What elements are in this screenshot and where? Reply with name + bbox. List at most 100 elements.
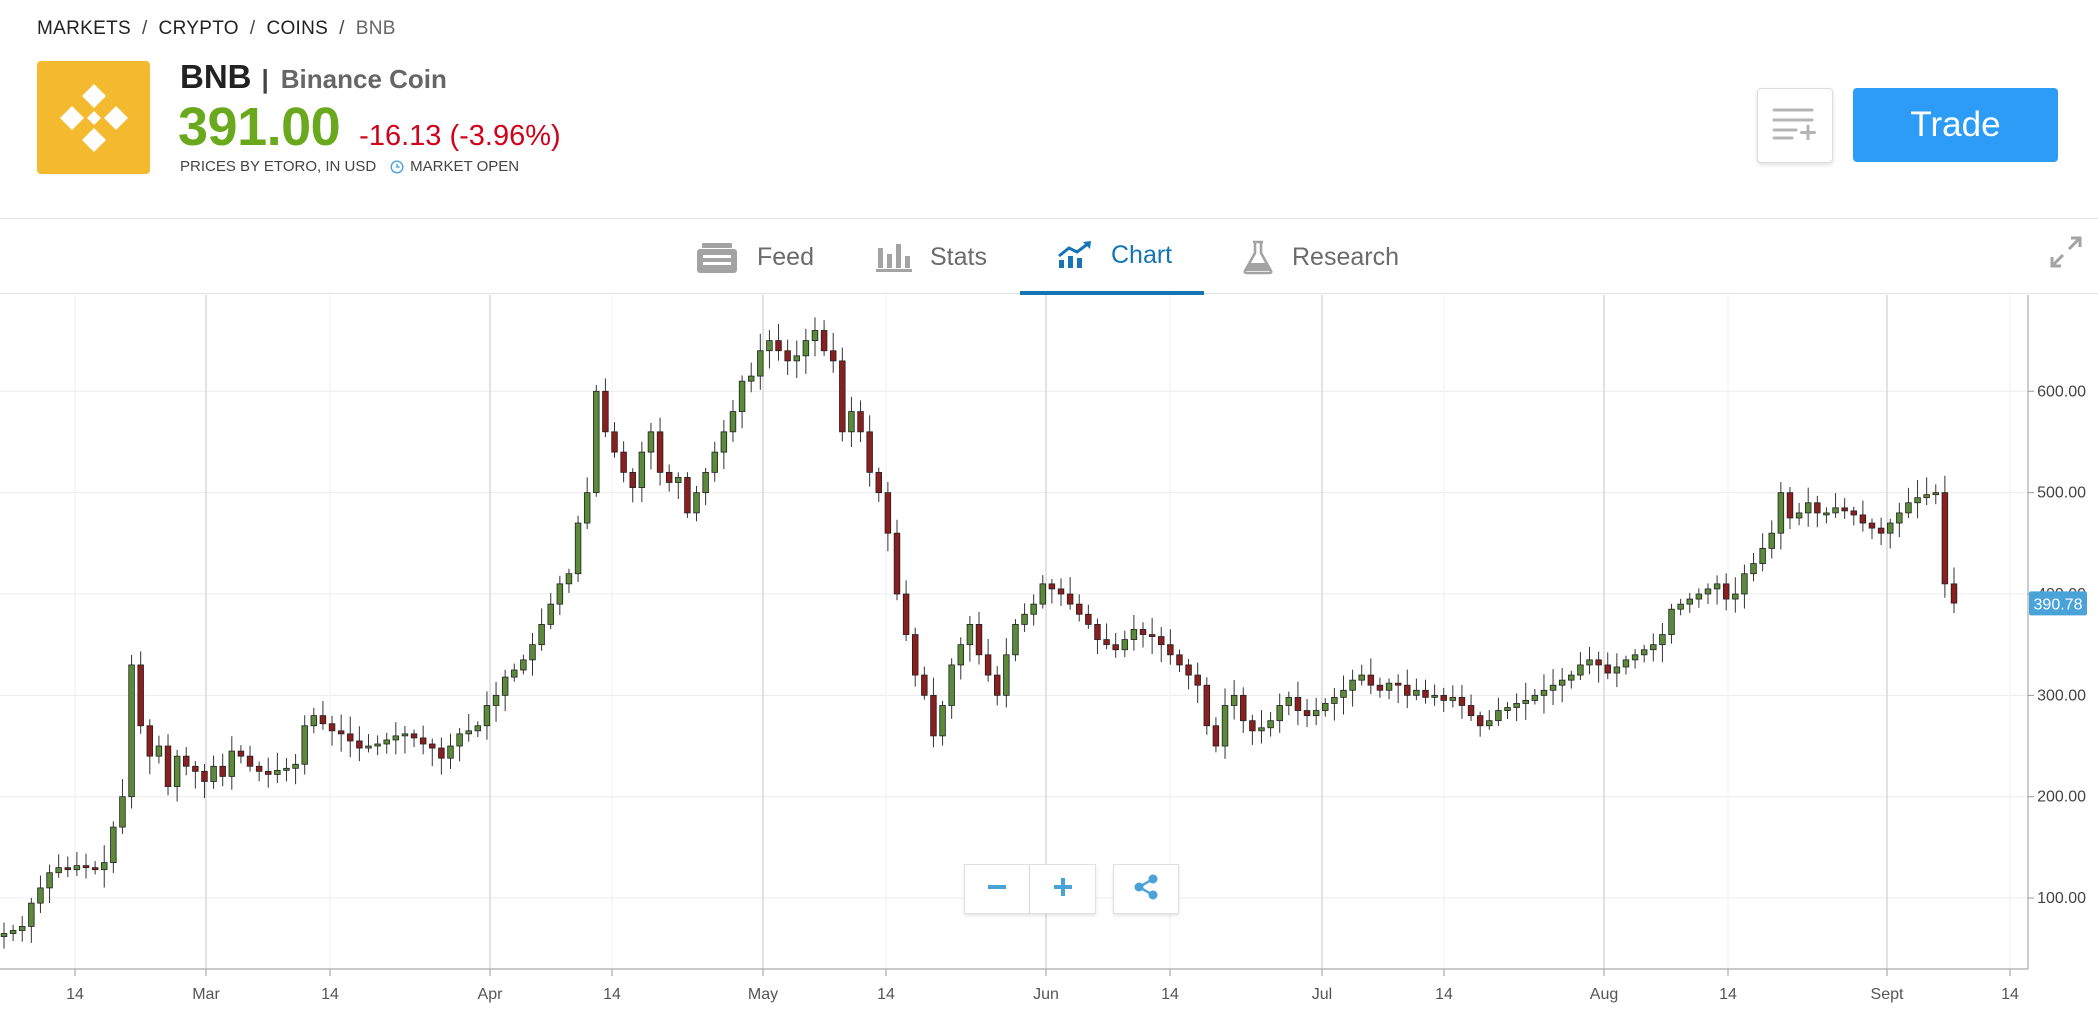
candle-body bbox=[1240, 694, 1247, 722]
candle-body bbox=[1167, 644, 1174, 656]
x-tick-label: 14 bbox=[877, 986, 895, 1003]
candle-body bbox=[1340, 689, 1347, 698]
candle-body bbox=[1713, 583, 1721, 590]
candle-body bbox=[1148, 634, 1156, 637]
candle-body bbox=[1476, 715, 1484, 727]
candle-body bbox=[1604, 664, 1611, 674]
price-change: -16.13 (-3.96%) bbox=[359, 120, 561, 152]
candle-body bbox=[274, 769, 281, 775]
x-tick-label: 14 bbox=[603, 986, 621, 1003]
candle-body bbox=[638, 451, 646, 488]
candle-body bbox=[1267, 720, 1274, 729]
breadcrumb-markets[interactable]: MARKETS bbox=[37, 18, 131, 39]
candle-body bbox=[1586, 659, 1593, 666]
candle-body bbox=[1577, 664, 1584, 676]
candle-body bbox=[1722, 583, 1730, 600]
candle-body bbox=[1859, 514, 1867, 524]
candle-body bbox=[1449, 696, 1457, 701]
candle-body bbox=[146, 725, 154, 757]
x-tick-label: Sept bbox=[1871, 986, 1904, 1003]
candle-body bbox=[64, 867, 72, 871]
candle-body bbox=[984, 654, 992, 676]
y-tick-label: 600.00 bbox=[2037, 383, 2086, 400]
candle-body bbox=[1130, 629, 1138, 641]
share-chart-button[interactable] bbox=[1113, 864, 1179, 914]
candle-body bbox=[1923, 494, 1930, 499]
candle-body bbox=[119, 796, 126, 828]
candle-body bbox=[766, 340, 773, 352]
candle-body bbox=[1094, 623, 1101, 641]
candle-body bbox=[1686, 598, 1693, 605]
candle-body bbox=[1012, 623, 1019, 656]
candle-body bbox=[1868, 522, 1876, 529]
instrument-title: BNB | Binance Coin bbox=[180, 58, 447, 96]
stats-icon bbox=[876, 242, 912, 272]
market-status: MARKET OPEN bbox=[410, 158, 520, 175]
zoom-in-button[interactable] bbox=[1030, 864, 1096, 914]
add-to-watchlist-icon bbox=[1772, 106, 1818, 145]
tab-chart[interactable]: Chart bbox=[1020, 219, 1204, 295]
candle-body bbox=[128, 664, 135, 798]
candle-body bbox=[1531, 694, 1539, 701]
price-chart[interactable]: 14 Mar 14 Apr 14 May 14 Jun 14 Jul 14 Aug 14 Sept 14 10… bbox=[0, 295, 2098, 1012]
trade-button[interactable]: Trade bbox=[1853, 88, 2058, 162]
candle-body bbox=[1704, 588, 1712, 595]
plus-icon bbox=[1053, 877, 1073, 902]
candle-body bbox=[1932, 492, 1940, 496]
zoom-out-button[interactable] bbox=[964, 864, 1030, 914]
candle-body bbox=[711, 451, 718, 473]
candle-body bbox=[501, 676, 509, 696]
x-tick-label: Jun bbox=[1033, 986, 1059, 1003]
candle-body bbox=[574, 522, 582, 575]
candle-body bbox=[1394, 682, 1402, 686]
tab-stats[interactable]: Stats bbox=[876, 219, 987, 295]
clock-icon bbox=[390, 159, 404, 174]
candle-body bbox=[1039, 583, 1047, 605]
y-tick-label: 100.00 bbox=[2037, 890, 2086, 907]
candle-body bbox=[1768, 532, 1775, 549]
candle-body bbox=[1112, 644, 1119, 651]
price-line: 391.00 -16.13 (-3.96%) bbox=[178, 96, 561, 158]
expand-fullscreen-button[interactable] bbox=[2048, 236, 2084, 272]
candle-body bbox=[665, 471, 673, 483]
candle-body bbox=[775, 340, 782, 352]
add-to-watchlist-button[interactable] bbox=[1757, 88, 1833, 163]
tab-feed[interactable]: Feed bbox=[695, 219, 814, 295]
candle-body bbox=[1285, 696, 1293, 706]
candle-body bbox=[356, 740, 363, 749]
candle-body bbox=[228, 750, 236, 777]
price-meta: PRICES BY ETORO, IN USD MARKET OPEN bbox=[180, 158, 519, 175]
candle-body bbox=[1613, 666, 1621, 674]
candle-body bbox=[848, 411, 855, 433]
candle-body bbox=[0, 933, 8, 937]
candle-body bbox=[1650, 644, 1657, 651]
breadcrumb-crypto[interactable]: CRYPTO bbox=[158, 18, 239, 39]
candle-body bbox=[492, 694, 500, 706]
candle-body bbox=[1640, 649, 1648, 656]
candle-body bbox=[866, 431, 873, 473]
breadcrumb-current: BNB bbox=[355, 18, 396, 39]
candle-body bbox=[1695, 593, 1703, 600]
candle-body bbox=[1121, 639, 1129, 651]
candle-body bbox=[893, 532, 901, 595]
tab-research[interactable]: Research bbox=[1242, 219, 1399, 295]
breadcrumb-coins[interactable]: COINS bbox=[266, 18, 329, 39]
feed-icon bbox=[695, 240, 739, 274]
candle-body bbox=[611, 431, 618, 453]
candle-body bbox=[1376, 684, 1384, 691]
candle-body bbox=[802, 340, 810, 357]
x-tick-label: Jul bbox=[1312, 986, 1332, 1003]
candle-body bbox=[857, 411, 864, 433]
candle-body bbox=[1886, 522, 1894, 534]
current-price-label: 390.78 bbox=[2034, 596, 2083, 613]
candle-body bbox=[383, 739, 390, 745]
candle-body bbox=[173, 755, 181, 787]
candle-body bbox=[902, 593, 910, 635]
candle-body bbox=[1631, 654, 1639, 661]
candle-body bbox=[957, 644, 965, 666]
candle-body bbox=[73, 865, 81, 871]
candle-body bbox=[511, 669, 518, 678]
candle-body bbox=[1158, 636, 1165, 646]
current-price-marker bbox=[2029, 591, 2087, 616]
candle-body bbox=[793, 355, 800, 362]
